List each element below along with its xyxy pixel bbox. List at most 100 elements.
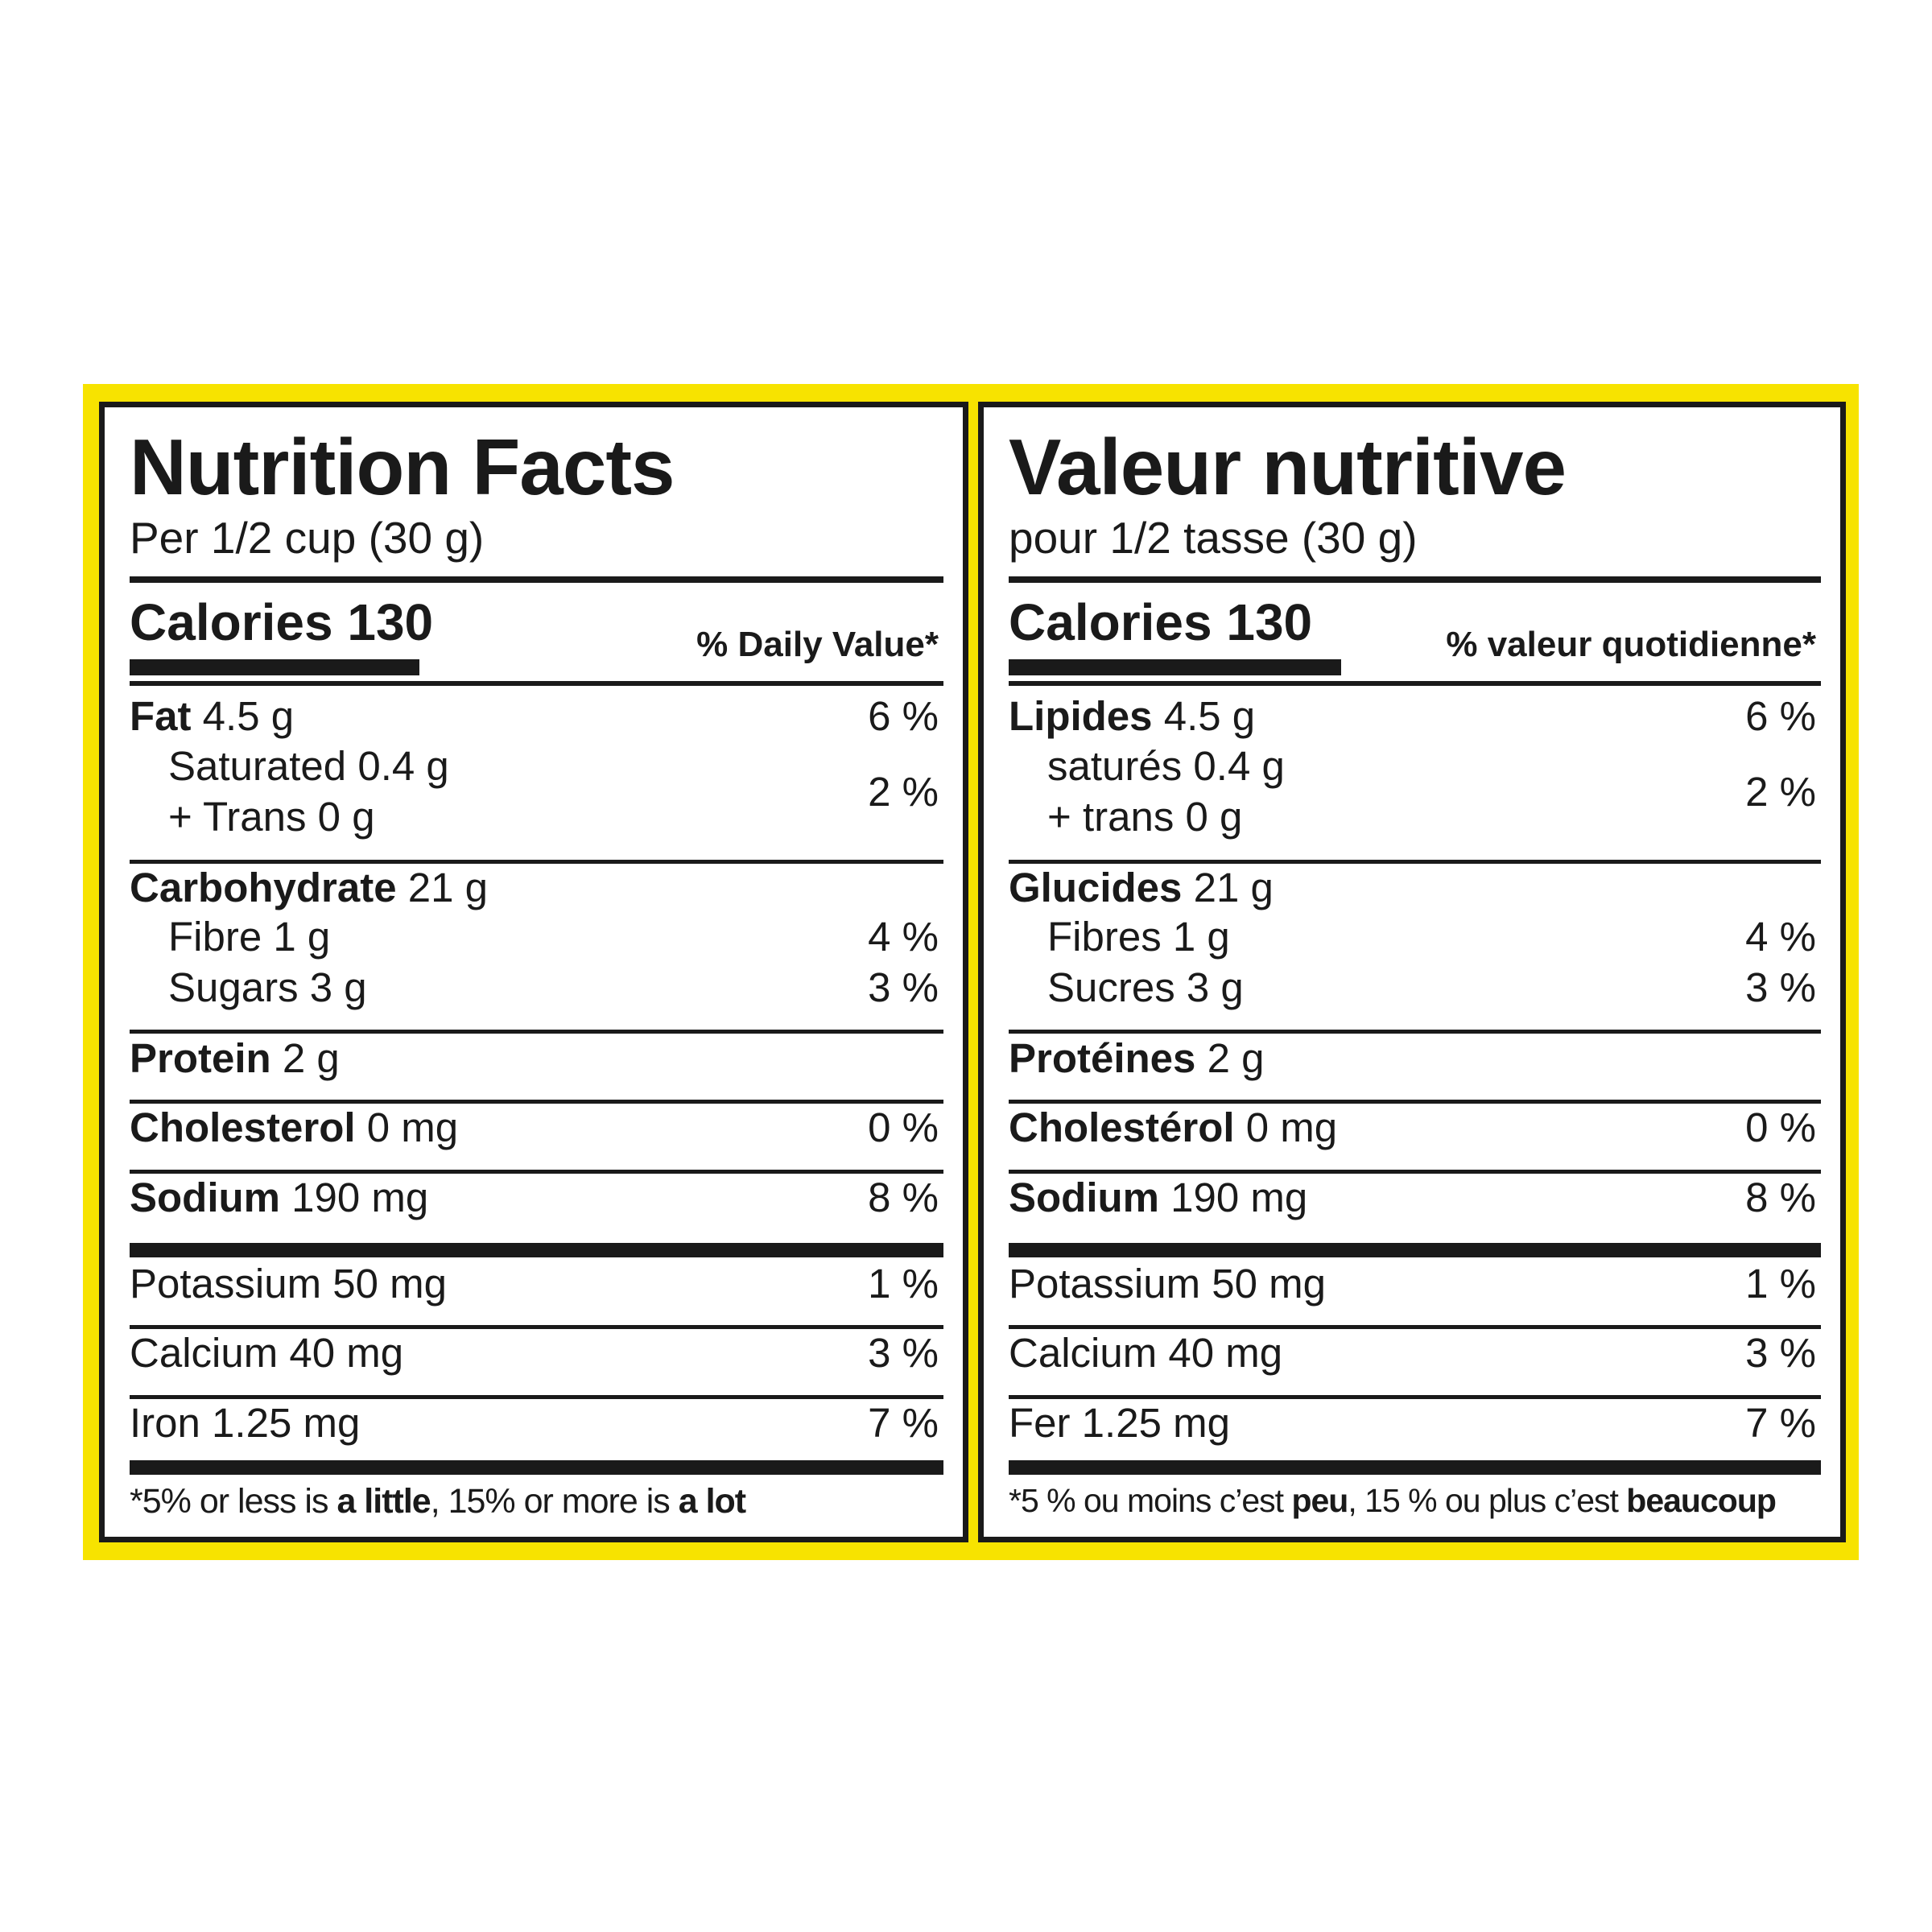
label-frame: Nutrition Facts Per 1/2 cup (30 g) Calor… — [83, 384, 1859, 1560]
row-cholesterol: Cholesterol 0 mg 0 % — [130, 1102, 943, 1154]
row-trans: + trans 0 g — [1009, 791, 1821, 843]
calories-bar — [1009, 659, 1341, 675]
nutrient-label: Sucres 3 g — [1047, 964, 1244, 1010]
row-sugars: Sucres 3 g 3 % — [1009, 962, 1821, 1013]
nutrient-label: Sodium — [1009, 1174, 1159, 1220]
row-fibre: Fibres 1 g 4 % — [1009, 911, 1821, 963]
row-fat: Fat 4.5 g 6 % — [130, 691, 943, 742]
daily-value-percent: 0 % — [868, 1104, 939, 1150]
serving-size: Per 1/2 cup (30 g) — [130, 513, 485, 563]
nutrient-label: Fer 1.25 mg — [1009, 1400, 1230, 1446]
nutrient-amount: 4.5 g — [1152, 693, 1256, 739]
thick-divider — [130, 1460, 943, 1475]
row-trans: + Trans 0 g — [130, 791, 943, 843]
serving-size: pour 1/2 tasse (30 g) — [1009, 513, 1418, 563]
row-protein: Protéines 2 g — [1009, 1033, 1821, 1084]
nutrient-amount: 4.5 g — [191, 693, 295, 739]
nutrient-label: + trans 0 g — [1047, 794, 1243, 840]
row-saturated: Saturated 0.4 g — [130, 741, 943, 792]
calories-bar — [130, 659, 419, 675]
nutrient-amount: 190 mg — [280, 1174, 429, 1220]
nutrient-label: Fibre 1 g — [168, 914, 331, 960]
footnote-text: , 15 % ou plus c’est — [1348, 1482, 1627, 1519]
daily-value-percent: 4 % — [868, 914, 939, 960]
row-potassium: Potassium 50 mg 1 % — [130, 1258, 943, 1310]
daily-value-percent: 1 % — [868, 1261, 939, 1307]
panel-title: Valeur nutritive — [1009, 423, 1567, 511]
row-fibre: Fibre 1 g 4 % — [130, 911, 943, 963]
row-iron: Fer 1.25 mg 7 % — [1009, 1397, 1821, 1449]
nutrition-facts-panel-fr: Valeur nutritive pour 1/2 tasse (30 g) C… — [978, 402, 1846, 1542]
daily-value-percent: 1 % — [1745, 1261, 1816, 1307]
thick-divider — [1009, 1460, 1821, 1475]
divider — [130, 1170, 943, 1174]
nutrition-facts-panel-en: Nutrition Facts Per 1/2 cup (30 g) Calor… — [99, 402, 968, 1542]
row-carbohydrate: Glucides 21 g — [1009, 862, 1821, 914]
daily-value-percent: 3 % — [1745, 964, 1816, 1010]
daily-value-percent: 3 % — [868, 964, 939, 1010]
divider — [130, 1030, 943, 1034]
row-fat: Lipides 4.5 g 6 % — [1009, 691, 1821, 742]
divider — [130, 681, 943, 686]
nutrient-amount: 2 g — [1195, 1035, 1265, 1081]
nutrient-label: saturés 0.4 g — [1047, 743, 1285, 789]
nutrient-label: + Trans 0 g — [168, 794, 375, 840]
row-saturated: saturés 0.4 g — [1009, 741, 1821, 792]
divider — [130, 1395, 943, 1399]
calories: Calories 130 — [130, 593, 434, 651]
divider — [130, 576, 943, 583]
panel-title: Nutrition Facts — [130, 423, 675, 511]
daily-value-percent: 2 % — [1745, 769, 1816, 815]
nutrient-label: Potassium 50 mg — [130, 1261, 448, 1307]
nutrient-label: Protein — [130, 1035, 271, 1081]
row-calcium: Calcium 40 mg 3 % — [1009, 1327, 1821, 1379]
nutrient-label: Protéines — [1009, 1035, 1196, 1081]
thick-divider — [130, 1243, 943, 1257]
nutrient-amount: 2 g — [270, 1035, 340, 1081]
footnote-emphasis: beaucoup — [1626, 1482, 1777, 1519]
footnote-text: *5 % ou moins c’est — [1009, 1482, 1292, 1519]
daily-value-percent: 8 % — [1745, 1174, 1816, 1220]
thick-divider — [1009, 1243, 1821, 1257]
divider — [1009, 576, 1821, 583]
daily-value-percent: 3 % — [1745, 1330, 1816, 1376]
nutrient-amount: 21 g — [396, 865, 489, 910]
daily-value-percent: 7 % — [1745, 1400, 1816, 1446]
nutrient-amount: 0 mg — [1234, 1104, 1338, 1150]
divider — [1009, 1030, 1821, 1034]
nutrient-amount: 190 mg — [1159, 1174, 1308, 1220]
row-iron: Iron 1.25 mg 7 % — [130, 1397, 943, 1449]
daily-value-percent: 0 % — [1745, 1104, 1816, 1150]
daily-value-percent: 6 % — [1745, 693, 1816, 739]
daily-value-percent: 7 % — [868, 1400, 939, 1446]
row-sodium: Sodium 190 mg 8 % — [130, 1172, 943, 1224]
divider — [1009, 681, 1821, 686]
row-potassium: Potassium 50 mg 1 % — [1009, 1258, 1821, 1310]
daily-value-percent: 4 % — [1745, 914, 1816, 960]
nutrient-label: Glucides — [1009, 865, 1183, 910]
nutrient-label: Fibres 1 g — [1047, 914, 1230, 960]
nutrient-label: Cholesterol — [130, 1104, 356, 1150]
divider — [1009, 1100, 1821, 1104]
daily-value-header: % Daily Value* — [696, 625, 939, 664]
footnote-emphasis: a lot — [678, 1482, 746, 1521]
daily-value-percent: 3 % — [868, 1330, 939, 1376]
footnote-text: , 15% or more is — [430, 1482, 679, 1521]
row-protein: Protein 2 g — [130, 1033, 943, 1084]
row-carbohydrate: Carbohydrate 21 g — [130, 862, 943, 914]
footnote-text: *5% or less is — [130, 1482, 337, 1521]
calories: Calories 130 — [1009, 593, 1313, 651]
nutrient-label: Iron 1.25 mg — [130, 1400, 361, 1446]
row-sodium: Sodium 190 mg 8 % — [1009, 1172, 1821, 1224]
footnote: *5 % ou moins c’est peu, 15 % ou plus c’… — [1009, 1482, 1777, 1520]
row-sugars: Sugars 3 g 3 % — [130, 962, 943, 1013]
divider — [130, 860, 943, 864]
daily-value-percent: 2 % — [868, 769, 939, 815]
row-cholesterol: Cholestérol 0 mg 0 % — [1009, 1102, 1821, 1154]
footnote-emphasis: a little — [336, 1482, 431, 1521]
daily-value-percent: 6 % — [868, 693, 939, 739]
nutrient-label: Fat — [130, 693, 192, 739]
divider — [1009, 1395, 1821, 1399]
nutrient-label: Sugars 3 g — [168, 964, 367, 1010]
row-calcium: Calcium 40 mg 3 % — [130, 1327, 943, 1379]
